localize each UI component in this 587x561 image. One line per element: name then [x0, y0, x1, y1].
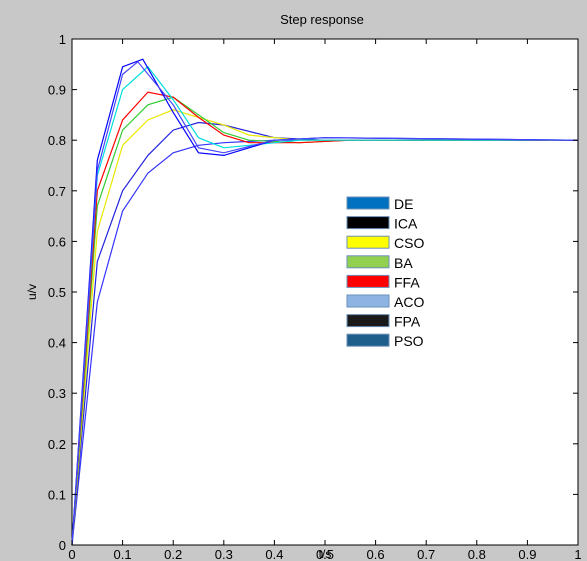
- series-group: [71, 58, 579, 546]
- x-tick-label: 0.2: [164, 547, 182, 561]
- y-tick-label: 0: [59, 538, 66, 553]
- legend-swatch-ffa: [346, 274, 390, 288]
- legend-label-ffa: FFA: [394, 274, 420, 290]
- x-tick-label: 0.1: [114, 547, 132, 561]
- y-tick-label: 0.7: [48, 184, 66, 199]
- legend-swatch-ba: [346, 255, 390, 269]
- x-tick-label: 0.4: [265, 547, 283, 561]
- ticks-group: 0 0.1 0.2 0.3 0.4 0.5 0.6 0.7 0.8 0.9 1 0 0.1 0.2 0.3 0…: [48, 32, 582, 561]
- x-tick-label: 0.6: [367, 547, 385, 561]
- x-tick-label: 0.3: [215, 547, 233, 561]
- series-line-8: [71, 60, 579, 546]
- y-tick-label: 0.5: [48, 285, 66, 300]
- y-tick-label: 0.4: [48, 336, 66, 351]
- legend-label-fpa: FPA: [394, 314, 421, 330]
- legend-label-aco: ACO: [394, 294, 424, 310]
- plot-area: [71, 38, 579, 546]
- x-tick-label: 0.9: [518, 547, 536, 561]
- legend-swatch-aco: [346, 294, 390, 308]
- legend-swatch-cso: [346, 235, 390, 249]
- legend-swatch-fpa: [346, 314, 390, 328]
- y-tick-label: 1: [59, 32, 66, 47]
- legend-label-cso: CSO: [394, 235, 424, 251]
- chart-title: Step response: [280, 12, 364, 27]
- y-tick-label: 0.6: [48, 234, 66, 249]
- y-tick-label: 0.3: [48, 386, 66, 401]
- x-tick-label: 0.5: [316, 547, 334, 561]
- legend-swatch-de: [346, 196, 390, 210]
- series-line-6: [71, 65, 578, 546]
- x-axis-label: t/s: [319, 547, 332, 561]
- y-tick-label: 0.1: [48, 487, 66, 502]
- legend-label-de: DE: [394, 196, 413, 212]
- x-tick-label: 0: [68, 547, 75, 561]
- legend-swatch-ica: [346, 216, 390, 230]
- legend-label-pso: PSO: [394, 333, 424, 349]
- legend-label-ba: BA: [394, 255, 413, 271]
- series-line-5: [71, 91, 578, 546]
- x-tick-label: 0.8: [468, 547, 486, 561]
- x-tick-label: 0.7: [417, 547, 435, 561]
- legend-swatch-pso: [346, 333, 390, 347]
- y-tick-label: 0.8: [48, 133, 66, 148]
- y-axis-label: u/v: [25, 284, 39, 300]
- legend-label-ica: ICA: [394, 216, 418, 232]
- legend: DE ICA CSO BA FFA ACO FPA PSO: [346, 196, 424, 349]
- y-tick-label: 0.9: [48, 83, 66, 98]
- y-tick-label: 0.2: [48, 437, 66, 452]
- x-tick-label: 1: [574, 547, 581, 561]
